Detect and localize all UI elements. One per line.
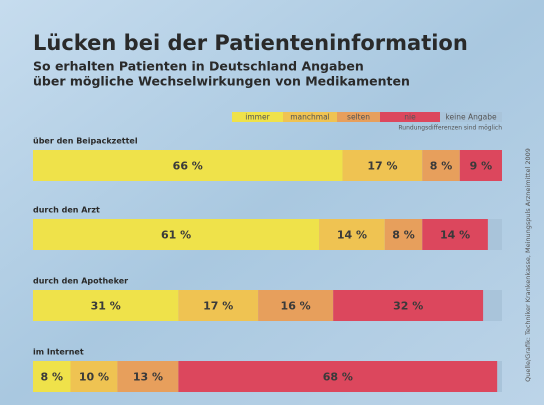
bar-segment xyxy=(483,290,502,321)
chart: Lücken bei der Patienteninformation So e… xyxy=(0,0,544,405)
category-label: durch den Arzt xyxy=(33,206,100,215)
category-label: durch den Apotheker xyxy=(33,277,128,286)
value-label: 14 % xyxy=(337,229,367,242)
value-label: 8 % xyxy=(392,229,415,242)
value-label: 9 % xyxy=(470,160,493,173)
value-label: 14 % xyxy=(440,229,470,242)
value-label: 8 % xyxy=(41,371,64,384)
value-label: 13 % xyxy=(133,371,163,384)
subtitle: So erhalten Patienten in Deutschland Ang… xyxy=(33,59,364,74)
value-label: 17 % xyxy=(367,160,397,173)
legend-label: immer xyxy=(245,113,270,122)
source: Quelle/Grafik: Techniker Krankenkasse, M… xyxy=(524,148,532,382)
legend-label: keine Angabe xyxy=(445,113,497,122)
value-label: 17 % xyxy=(203,300,233,313)
bar-segment xyxy=(497,361,502,392)
bar-segment xyxy=(488,219,502,250)
legend-label: nie xyxy=(404,113,416,122)
value-label: 10 % xyxy=(79,371,109,384)
value-label: 61 % xyxy=(161,229,191,242)
category-label: über den Beipackzettel xyxy=(33,137,138,146)
subtitle: über mögliche Wechselwirkungen von Medik… xyxy=(33,74,410,89)
chart-title: Lücken bei der Patienteninformation xyxy=(33,31,468,55)
value-label: 31 % xyxy=(91,300,121,313)
value-label: 8 % xyxy=(430,160,453,173)
value-label: 66 % xyxy=(173,160,203,173)
value-label: 32 % xyxy=(393,300,423,313)
legend-label: manchmal xyxy=(290,113,330,122)
legend-label: selten xyxy=(347,113,370,122)
note: Rundungsdifferenzen sind möglich xyxy=(398,125,502,132)
value-label: 16 % xyxy=(281,300,311,313)
value-label: 68 % xyxy=(323,371,353,384)
category-label: im Internet xyxy=(33,348,84,357)
